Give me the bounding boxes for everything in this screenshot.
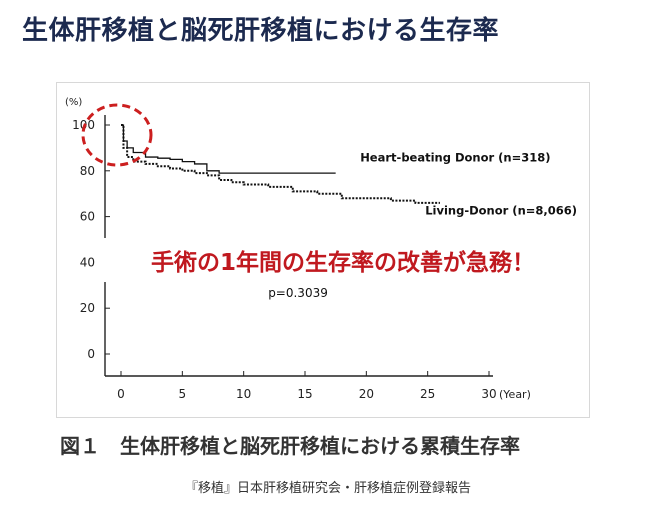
x-tick-label: 30 [481,387,496,401]
chart-series [121,124,440,204]
page-title: 生体肝移植と脳死肝移植における生存率 [22,16,500,46]
x-tick-label: 0 [117,387,125,401]
figure-panel: 0 20 40 60 80 100 0 5 10 15 20 25 30 (%) (Year) Heart-… [56,82,590,418]
chart-labels: (%) (Year) Heart-beating Donor (n=318) Livi… [65,97,577,401]
highlight-circle [81,103,153,167]
y-tick-label: 20 [80,301,95,315]
callout-background [95,238,585,282]
series-label-1: Living-Donor (n=8,066) [425,203,577,217]
x-axis-label: (Year) [499,388,531,401]
y-axis-label: (%) [65,97,82,108]
x-tick-label: 5 [179,387,187,401]
series-line-1 [121,124,440,204]
y-tick-label: 0 [87,347,95,361]
series-line-0 [121,124,336,174]
x-tick-label: 25 [420,387,435,401]
x-tick-label: 20 [359,387,374,401]
x-tick-label: 10 [236,387,251,401]
y-tick-label: 40 [80,255,95,269]
series-label-0: Heart-beating Donor (n=318) [360,151,550,165]
callout-text: 手術の1年間の生存率の改善が急務！ [151,249,535,276]
source-note: 『移植』日本肝移植研究会・肝移植症例登録報告 [184,481,471,496]
x-tick-label: 15 [297,387,312,401]
y-tick-label: 80 [80,164,95,178]
y-tick-label: 60 [80,210,95,224]
figure-caption: 図１ 生体肝移植と脳死肝移植における累積生存率 [60,434,520,458]
p-value-label: p=0.3039 [268,286,328,300]
